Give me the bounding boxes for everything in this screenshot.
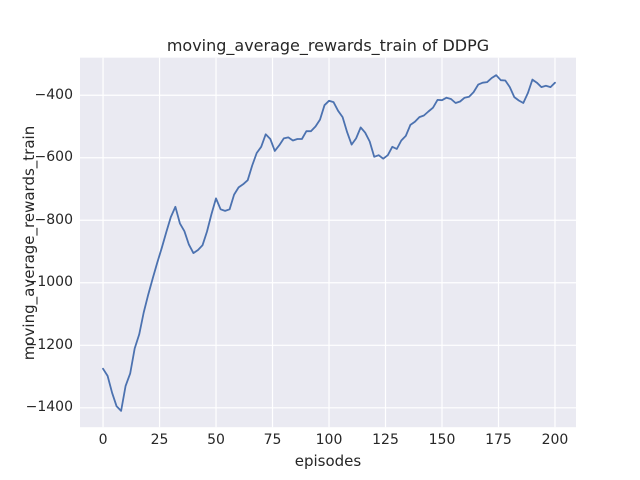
- x-axis-label: episodes: [294, 452, 362, 470]
- y-tick-label: −800: [34, 211, 73, 228]
- y-tick-label: −600: [34, 149, 73, 166]
- x-tick-label: 200: [541, 432, 569, 448]
- x-tick-label: 0: [98, 432, 108, 448]
- y-tick-label: −1400: [25, 399, 73, 416]
- y-tick-label: −1000: [25, 274, 73, 291]
- y-tick-label: −400: [34, 86, 73, 103]
- x-tick-label: 150: [428, 432, 456, 448]
- x-tick-label: 25: [150, 432, 169, 448]
- x-tick-label: 100: [315, 432, 343, 448]
- x-tick-label: 125: [372, 432, 399, 448]
- y-tick-label: −1200: [25, 336, 73, 353]
- x-tick-label: 50: [207, 432, 225, 448]
- x-tick-label: 75: [263, 432, 282, 448]
- chart-title: moving_average_rewards_train of DDPG: [166, 36, 490, 55]
- plot-area: [80, 57, 576, 428]
- data-line: [102, 74, 556, 412]
- x-tick-label: 175: [485, 432, 512, 448]
